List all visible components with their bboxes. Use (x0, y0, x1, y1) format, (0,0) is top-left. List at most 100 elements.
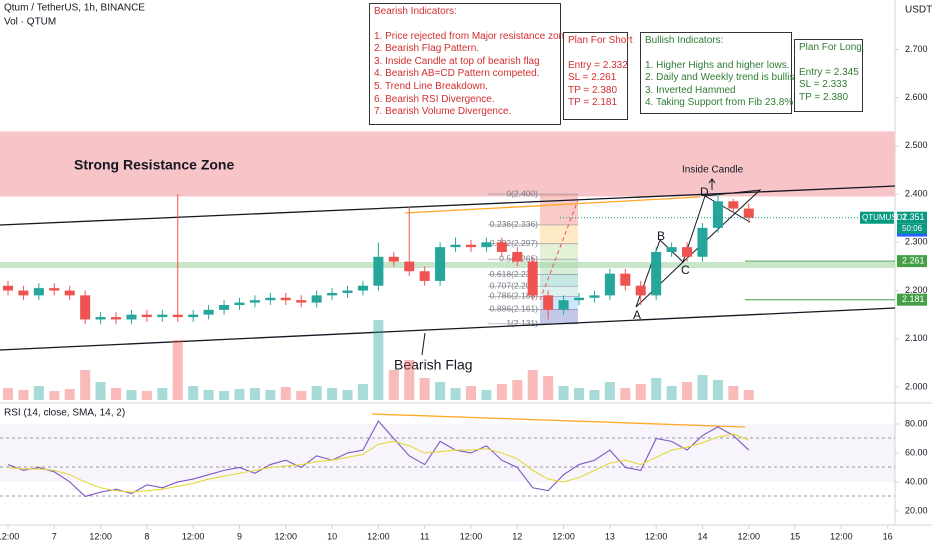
volume-bar (111, 388, 122, 400)
fib-fill (540, 224, 578, 244)
x-tick-label: 12:00 (0, 531, 19, 541)
candle-body (111, 317, 122, 320)
y-tick-label: 20.00 (905, 505, 928, 515)
candle-body (450, 244, 461, 248)
candle-body (219, 305, 230, 310)
rsi-title: RSI (14, close, SMA, 14, 2) (4, 408, 125, 419)
countdown: 50:06 (902, 224, 923, 233)
fib-label: 0.786(2.188) (490, 291, 538, 301)
note-line: TP = 2.380 (799, 91, 849, 103)
fib-label: 0(2.400) (506, 188, 538, 198)
volume-bar (357, 384, 368, 400)
note-box: Bullish Indicators: 1. Higher Highs and … (640, 32, 803, 114)
candle-body (651, 251, 662, 296)
point-label: D (700, 185, 709, 199)
resistance-zone (0, 131, 895, 197)
candle-body (496, 242, 507, 252)
fib-fill (540, 259, 578, 275)
note-line: 7. Bearish Volume Divergence. (374, 106, 512, 118)
fib-label: 0.382(2.297) (490, 238, 538, 248)
note-lines: 1. Higher Highs and higher lows. 2. Daily… (645, 59, 803, 110)
volume-bar (18, 390, 29, 400)
volume-bar (496, 384, 507, 400)
candle-body (666, 247, 677, 252)
volume-bar (743, 390, 754, 400)
volume-bar (728, 386, 739, 400)
candle-body (419, 271, 430, 281)
candle-body (18, 290, 29, 296)
x-tick-label: 12:00 (275, 531, 298, 541)
note-lines: Entry = 2.345 SL = 2.333 TP = 2.380 (799, 66, 859, 105)
x-tick-label: 12:00 (830, 531, 853, 541)
candle-body (327, 292, 338, 296)
note-line: 5. Trend Line Breakdown. (374, 80, 488, 92)
point-label: C (681, 263, 690, 277)
volume-bar (157, 388, 168, 400)
volume-bar (327, 388, 338, 400)
annotation: Bearish Flag (394, 357, 473, 373)
candle-body (265, 297, 276, 301)
symbol-tag-label: QTUMUSDT (862, 213, 907, 222)
fib-fill (540, 194, 578, 225)
y-tick-label: 60.00 (905, 447, 928, 457)
note-line: Entry = 2.332 (568, 59, 628, 71)
x-tick-label: 12:00 (367, 531, 390, 541)
currency: USDT (905, 5, 932, 16)
x-tick-label: 8 (144, 531, 149, 541)
volume-bar (33, 386, 44, 400)
candle-body (589, 295, 600, 298)
fib-label: 0.886(2.161) (490, 304, 538, 314)
note-title: Plan For Short (568, 35, 633, 46)
volume-bar (249, 388, 260, 400)
note-box: Plan For Short Entry = 2.332 SL = 2.261 TP… (563, 32, 633, 120)
note-box: Bearish Indicators: 1. Price rejected fr… (369, 3, 572, 125)
fib-label: 1(2.131) (506, 318, 538, 328)
y-tick-label: 2.300 (905, 237, 928, 247)
channel-line (0, 185, 896, 226)
volume-bar (342, 390, 353, 400)
volume-bar (573, 388, 585, 400)
candle-body (280, 297, 291, 301)
x-tick-label: 10 (327, 531, 337, 541)
point-label: A (633, 308, 641, 322)
candle-body (2, 285, 14, 291)
candle-body (249, 300, 260, 303)
volume-bar (712, 380, 723, 400)
rsi-line (7, 433, 749, 493)
y-tick-label: 2.500 (905, 140, 928, 150)
volume-label: Vol · QTUM (4, 17, 56, 28)
note-line: SL = 2.333 (799, 79, 848, 91)
x-tick-label: 7 (52, 531, 57, 541)
price-tag-label: 2.261 (902, 255, 925, 265)
symbol-tag (860, 211, 894, 224)
volume-bar (512, 380, 523, 400)
pointer-line (421, 332, 426, 356)
volume-bar (635, 384, 646, 400)
channel-line (0, 307, 896, 351)
volume-bar (141, 391, 152, 400)
volume-bar (481, 390, 492, 400)
y-tick-label: 40.00 (905, 476, 928, 486)
candle-body (80, 295, 91, 320)
note-box: Plan For Long Entry = 2.345 SL = 2.333 TP … (794, 39, 863, 112)
y-tick-label: 2.200 (905, 285, 928, 295)
note-line: TP = 2.380 (568, 84, 618, 96)
x-tick-label: 16 (883, 531, 893, 541)
x-tick-label: 12:00 (738, 531, 761, 541)
x-tick-label: 11 (420, 531, 429, 541)
note-line: SL = 2.261 (568, 72, 617, 84)
volume-bar (95, 382, 106, 400)
note-line: Entry = 2.345 (799, 66, 859, 78)
price-tag (897, 255, 927, 268)
note-line: 3. Inverted Hammed (645, 84, 736, 96)
note-line: 3. Inside Candle at top of bearish flag (374, 55, 540, 67)
volume-bar (604, 382, 615, 400)
candle-body (311, 295, 322, 303)
volume-bar (651, 378, 662, 400)
note-lines: Entry = 2.332 SL = 2.261 TP = 2.380 TP = 2.… (568, 59, 628, 110)
x-tick-label: 13 (605, 531, 615, 541)
candle-body (543, 295, 554, 310)
note-line: 1. Higher Highs and higher lows. (645, 59, 790, 71)
price-tag-label: 2.351 (902, 212, 925, 222)
y-tick-label: 2.400 (905, 188, 928, 198)
